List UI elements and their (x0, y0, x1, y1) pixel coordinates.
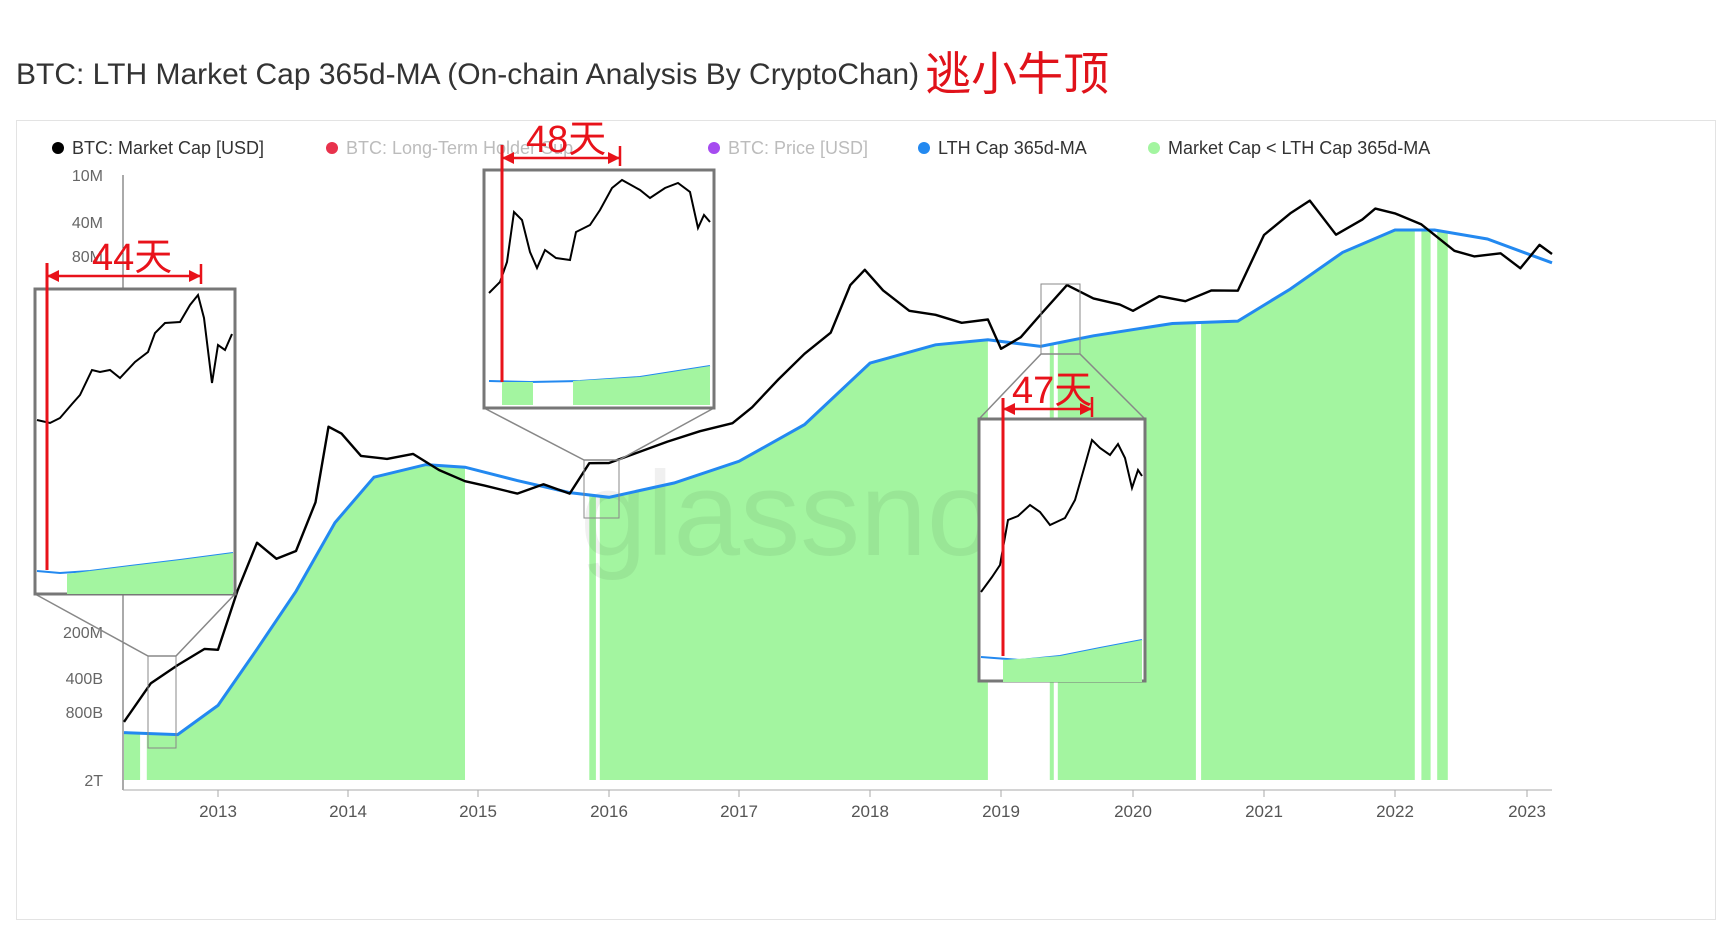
legend-item-market-cap[interactable]: BTC: Market Cap [USD] (52, 138, 264, 159)
chart-frame (16, 120, 1716, 920)
legend-label: BTC: Market Cap [USD] (72, 138, 265, 158)
legend-dot (1148, 142, 1160, 154)
legend-item-lth-ma[interactable]: LTH Cap 365d-MA (918, 138, 1087, 159)
legend-dot (708, 142, 720, 154)
legend-label: Market Cap < LTH Cap 365d-MA (1168, 138, 1431, 158)
legend-label: LTH Cap 365d-MA (938, 138, 1087, 158)
legend-item-lth-supply[interactable]: BTC: Long-Term Holder Sup (326, 138, 573, 159)
legend-label: BTC: Long-Term Holder Sup (346, 138, 574, 158)
legend-dot (52, 142, 64, 154)
title-main: BTC: LTH Market Cap 365d-MA (On-chain An… (16, 58, 920, 91)
legend-dot (326, 142, 338, 154)
legend-dot (918, 142, 930, 154)
page-title: BTC: LTH Market Cap 365d-MA (On-chain An… (16, 38, 1109, 104)
legend-item-price[interactable]: BTC: Price [USD] (708, 138, 868, 159)
legend-label: BTC: Price [USD] (728, 138, 869, 158)
title-highlight: 逃小牛顶 (925, 47, 1110, 101)
legend-item-below-ma[interactable]: Market Cap < LTH Cap 365d-MA (1148, 138, 1430, 159)
